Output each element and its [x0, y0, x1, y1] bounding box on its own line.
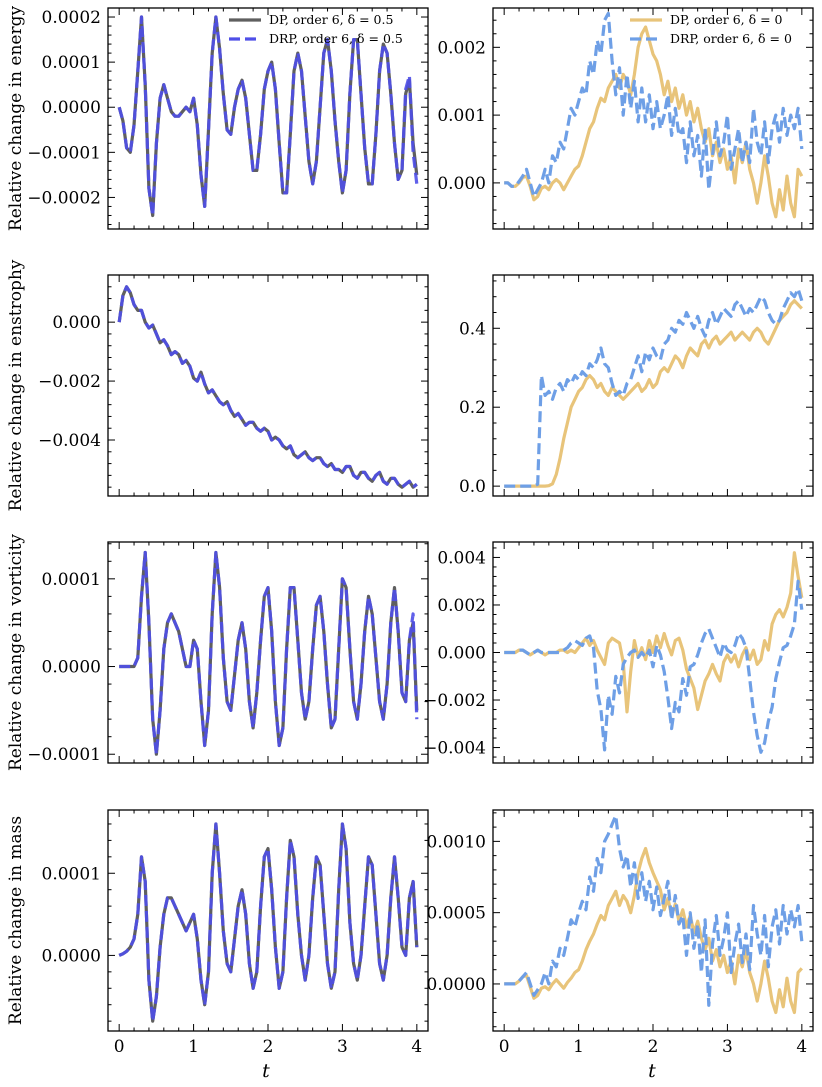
ticks [108, 274, 428, 496]
legend-label: DRP, order 6, δ = 0 [670, 31, 792, 46]
series-line-drp [504, 814, 804, 1007]
plot-area [119, 550, 419, 756]
plot-area [504, 551, 804, 754]
y-tick-label: −0.0002 [27, 188, 101, 208]
y-tick-label: 0.0005 [427, 904, 486, 924]
y-tick-label: 0.0000 [42, 946, 101, 966]
x-axis-label-right: t [648, 1060, 656, 1082]
panel-2-0: −0.0001 0.0000 0.0001 Relative change in vo… [6, 534, 429, 771]
y-tick-label: 0.0001 [42, 53, 101, 73]
panel-3-1: 0.0000 0.0005 0.0010 0 1 2 3 4 [427, 809, 814, 1057]
y-tick-label: 0.000 [437, 174, 486, 194]
panel-0-1: 0.000 0.001 0.002 DP, order 6, δ = 0 DRP, or… [437, 7, 814, 230]
series-line-dp [504, 299, 803, 488]
series-line-dp [504, 846, 804, 1015]
x-tick-label: 3 [722, 1037, 733, 1057]
series-line-drp [504, 579, 804, 754]
axes-frame [107, 541, 429, 764]
y-tick-label: 0.0000 [42, 98, 101, 118]
y-tick-label: 0.0002 [42, 8, 101, 28]
y-tick-label: 0.0 [459, 477, 486, 497]
y-tick-label: 0.0010 [427, 832, 486, 852]
y-tick-label: 0.4 [459, 319, 486, 339]
y-axis-label: Relative change in mass [6, 816, 26, 1025]
x-tick-label: 3 [337, 1037, 348, 1057]
y-axis-label: Relative change in vorticity [6, 534, 26, 771]
panel-1-1: 0.0 0.2 0.4 [459, 274, 814, 497]
y-tick-label: −0.0001 [27, 745, 101, 765]
y-tick-label: 0.0001 [42, 864, 101, 884]
y-tick-label: 0.002 [437, 596, 486, 616]
panel-0-0: −0.0002 −0.0001 0.0000 0.0001 0.0002 Relative… [6, 6, 429, 232]
y-tick-label: 0.0000 [427, 975, 486, 995]
x-tick-label: 2 [648, 1037, 659, 1057]
x-tick-label: 0 [499, 1037, 510, 1057]
legend-label: DRP, order 6, δ = 0.5 [269, 31, 403, 46]
legend-label: DP, order 6, δ = 0 [670, 12, 783, 27]
plot-area [118, 822, 419, 1023]
ticks [493, 810, 813, 1031]
legend-label: DP, order 6, δ = 0.5 [269, 12, 393, 27]
series-line-drp [119, 550, 419, 756]
ticks [493, 275, 813, 496]
series-line-drp [504, 11, 804, 199]
series-line-drp [504, 287, 804, 488]
series-line-dp [504, 25, 804, 219]
axes-frame [107, 274, 429, 497]
y-tick-label: 0.001 [437, 106, 486, 126]
y-tick-label: −0.004 [423, 739, 486, 759]
x-tick-label: 2 [263, 1037, 274, 1057]
y-tick-label: 0.004 [437, 548, 486, 568]
ticks [493, 8, 813, 229]
series-line-dp [117, 15, 419, 218]
x-axis-label-left: t [262, 1060, 270, 1082]
series-line-dp [504, 551, 804, 714]
y-tick-label: 0.2 [459, 398, 486, 418]
series-line-drp [118, 822, 419, 1023]
panel-1-0: −0.004 −0.002 0.000 Relative change in enst… [6, 259, 429, 511]
ticks [493, 542, 813, 763]
panel-3-0: 0.0000 0.0001 0 1 2 3 4 Relative change in mass [6, 809, 429, 1057]
y-tick-label: −0.004 [38, 431, 101, 451]
y-tick-label: −0.002 [38, 372, 101, 392]
plot-area [117, 285, 418, 489]
y-tick-label: 0.0001 [42, 570, 101, 590]
x-tick-label: 0 [114, 1037, 125, 1057]
panel-2-1: −0.004 −0.002 0.000 0.002 0.004 [423, 541, 814, 764]
ticks [108, 7, 428, 229]
plot-area [504, 814, 804, 1015]
y-tick-label: 0.000 [52, 313, 101, 333]
y-tick-label: 0.002 [437, 38, 486, 58]
y-tick-label: 0.0000 [42, 658, 101, 678]
series-line-drp [117, 285, 418, 489]
y-axis-label: Relative change in enstrophy [6, 259, 26, 511]
y-tick-label: −0.002 [423, 691, 486, 711]
x-tick-label: 4 [411, 1037, 422, 1057]
x-tick-label: 1 [188, 1037, 199, 1057]
plot-area [504, 287, 804, 488]
ticks [108, 542, 428, 763]
ticks [108, 810, 428, 1031]
y-tick-label: −0.0001 [27, 143, 101, 163]
panels-layer: −0.0002−0.00010.00000.00010.0002Relative… [6, 6, 814, 1057]
series-line-dp [117, 285, 418, 489]
plot-area [117, 15, 419, 218]
y-tick-label: 0.000 [437, 644, 486, 664]
series-line-drp [117, 15, 419, 218]
x-tick-label: 4 [796, 1037, 807, 1057]
x-tick-label: 1 [573, 1037, 584, 1057]
y-axis-label: Relative change in energy [6, 6, 26, 232]
legend: DP, order 6, δ = 0 DRP, order 6, δ = 0 [630, 12, 792, 46]
plot-area [504, 11, 804, 219]
legend: DP, order 6, δ = 0.5 DRP, order 6, δ = 0.… [229, 12, 403, 46]
